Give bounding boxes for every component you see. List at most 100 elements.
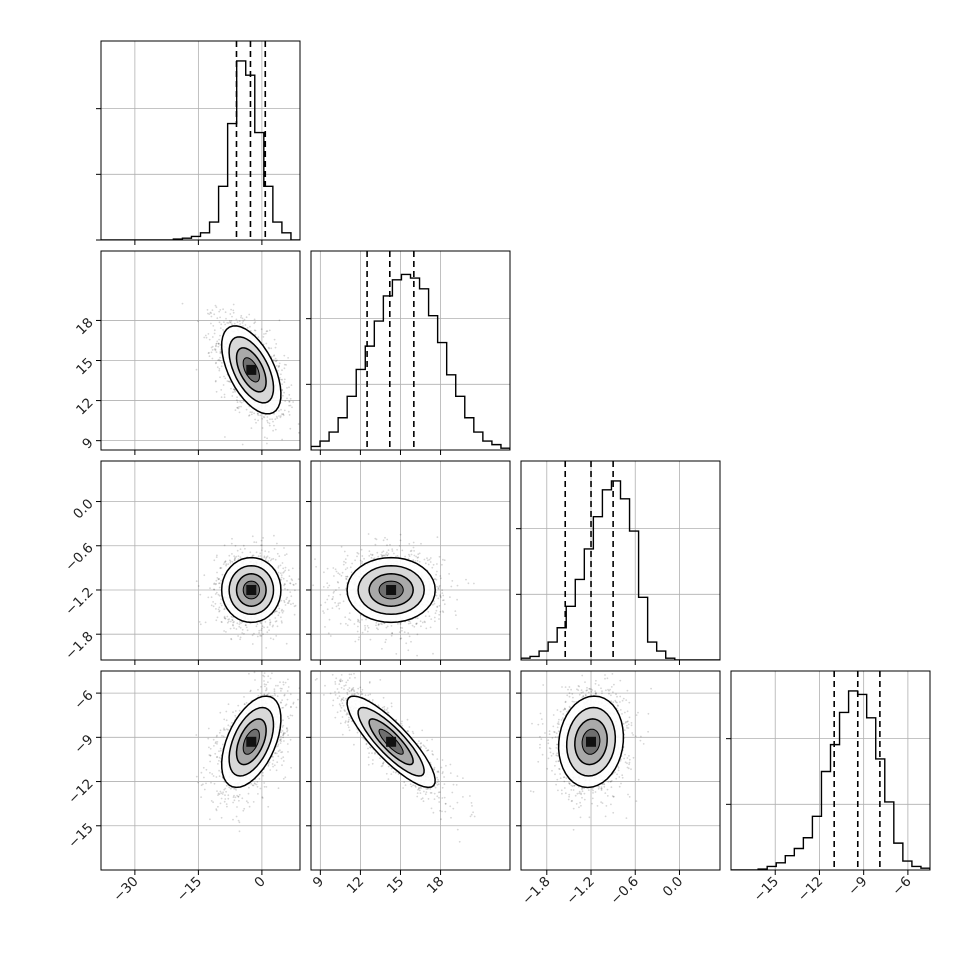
- scatter-point: [439, 594, 442, 596]
- scatter-point: [207, 333, 210, 335]
- scatter-point: [268, 422, 271, 425]
- scatter-point: [222, 384, 225, 386]
- scatter-point: [242, 320, 245, 323]
- scatter-point: [284, 400, 287, 402]
- scatter-point: [345, 577, 348, 580]
- scatter-point: [283, 409, 286, 412]
- scatter-point: [281, 369, 283, 372]
- scatter-point: [383, 554, 385, 557]
- scatter-point: [391, 632, 393, 635]
- scatter-point: [414, 560, 417, 562]
- scatter-point: [279, 742, 282, 744]
- scatter-point: [281, 389, 283, 392]
- scatter-point: [339, 602, 341, 604]
- scatter-point: [233, 621, 235, 623]
- scatter-point: [335, 570, 338, 573]
- scatter-point: [274, 360, 277, 362]
- scatter-point: [259, 552, 262, 555]
- scatter-point: [331, 598, 334, 600]
- scatter-point: [386, 538, 389, 541]
- scatter-point: [407, 620, 410, 622]
- scatter-point: [241, 317, 244, 320]
- scatter-point: [224, 617, 226, 620]
- scatter-point: [249, 551, 252, 554]
- scatter-point: [284, 704, 287, 707]
- histogram-p2: [521, 480, 720, 660]
- scatter-point: [226, 322, 229, 324]
- scatter-point: [218, 731, 221, 734]
- scatter-point: [277, 565, 280, 568]
- scatter-point: [364, 627, 367, 629]
- scatter-point: [282, 760, 285, 762]
- panel-content: [521, 461, 720, 660]
- scatter-point: [204, 621, 207, 624]
- scatter-point: [218, 582, 220, 585]
- scatter-point: [239, 627, 242, 629]
- scatter-point: [238, 799, 240, 802]
- scatter-point: [197, 585, 200, 587]
- scatter-point: [274, 428, 277, 431]
- scatter-point: [223, 561, 226, 564]
- scatter-point: [264, 621, 267, 623]
- scatter-point: [217, 359, 220, 362]
- y-tick-label: 0.0: [70, 496, 97, 523]
- scatter-point: [232, 801, 235, 804]
- scatter-point: [208, 338, 211, 341]
- scatter-point: [290, 766, 292, 769]
- scatter-point: [252, 801, 255, 803]
- scatter-point: [408, 543, 411, 545]
- scatter-point: [427, 610, 430, 613]
- scatter-point: [283, 601, 286, 604]
- scatter-point: [442, 558, 444, 561]
- scatter-point: [254, 418, 256, 421]
- scatter-point: [345, 587, 347, 590]
- scatter-point: [221, 621, 223, 623]
- density-peak: [386, 585, 397, 595]
- scatter-point: [261, 427, 264, 429]
- scatter-point: [238, 621, 241, 623]
- scatter-point: [428, 615, 431, 618]
- scatter-point: [273, 359, 275, 361]
- scatter-point: [281, 707, 283, 709]
- scatter-point: [436, 563, 438, 565]
- scatter-point: [234, 557, 236, 559]
- scatter-point: [220, 598, 223, 601]
- scatter-point: [234, 390, 237, 393]
- scatter-point: [238, 405, 241, 408]
- scatter-point: [320, 604, 322, 606]
- scatter-point: [418, 552, 421, 555]
- scatter-point: [257, 412, 259, 415]
- panel-background: [101, 461, 300, 660]
- scatter-point: [282, 572, 284, 574]
- scatter-point: [288, 400, 291, 403]
- scatter-point: [381, 647, 383, 650]
- scatter-point: [265, 342, 268, 345]
- scatter-point: [351, 562, 353, 565]
- scatter-point: [393, 552, 395, 555]
- scatter-point: [219, 359, 222, 362]
- scatter-point: [210, 312, 213, 314]
- scatter-point: [266, 419, 269, 422]
- scatter-point: [327, 594, 330, 597]
- scatter-point: [239, 323, 242, 325]
- scatter-point: [369, 638, 372, 641]
- panel-content: [181, 302, 300, 446]
- scatter-point: [314, 558, 316, 560]
- scatter-point: [359, 614, 362, 616]
- scatter-point: [274, 620, 277, 623]
- scatter-point: [226, 621, 229, 624]
- scatter-point: [266, 330, 269, 332]
- scatter-point: [210, 315, 213, 318]
- scatter-point: [227, 794, 230, 797]
- scatter-point: [284, 569, 287, 572]
- scatter-point: [438, 555, 441, 558]
- scatter-point: [401, 629, 403, 632]
- scatter-point: [395, 653, 398, 655]
- scatter-point: [327, 586, 329, 589]
- scatter-point: [219, 352, 222, 354]
- scatter-point: [291, 579, 294, 582]
- scatter-point: [323, 571, 325, 574]
- scatter-point: [426, 557, 428, 560]
- scatter-point: [273, 413, 275, 415]
